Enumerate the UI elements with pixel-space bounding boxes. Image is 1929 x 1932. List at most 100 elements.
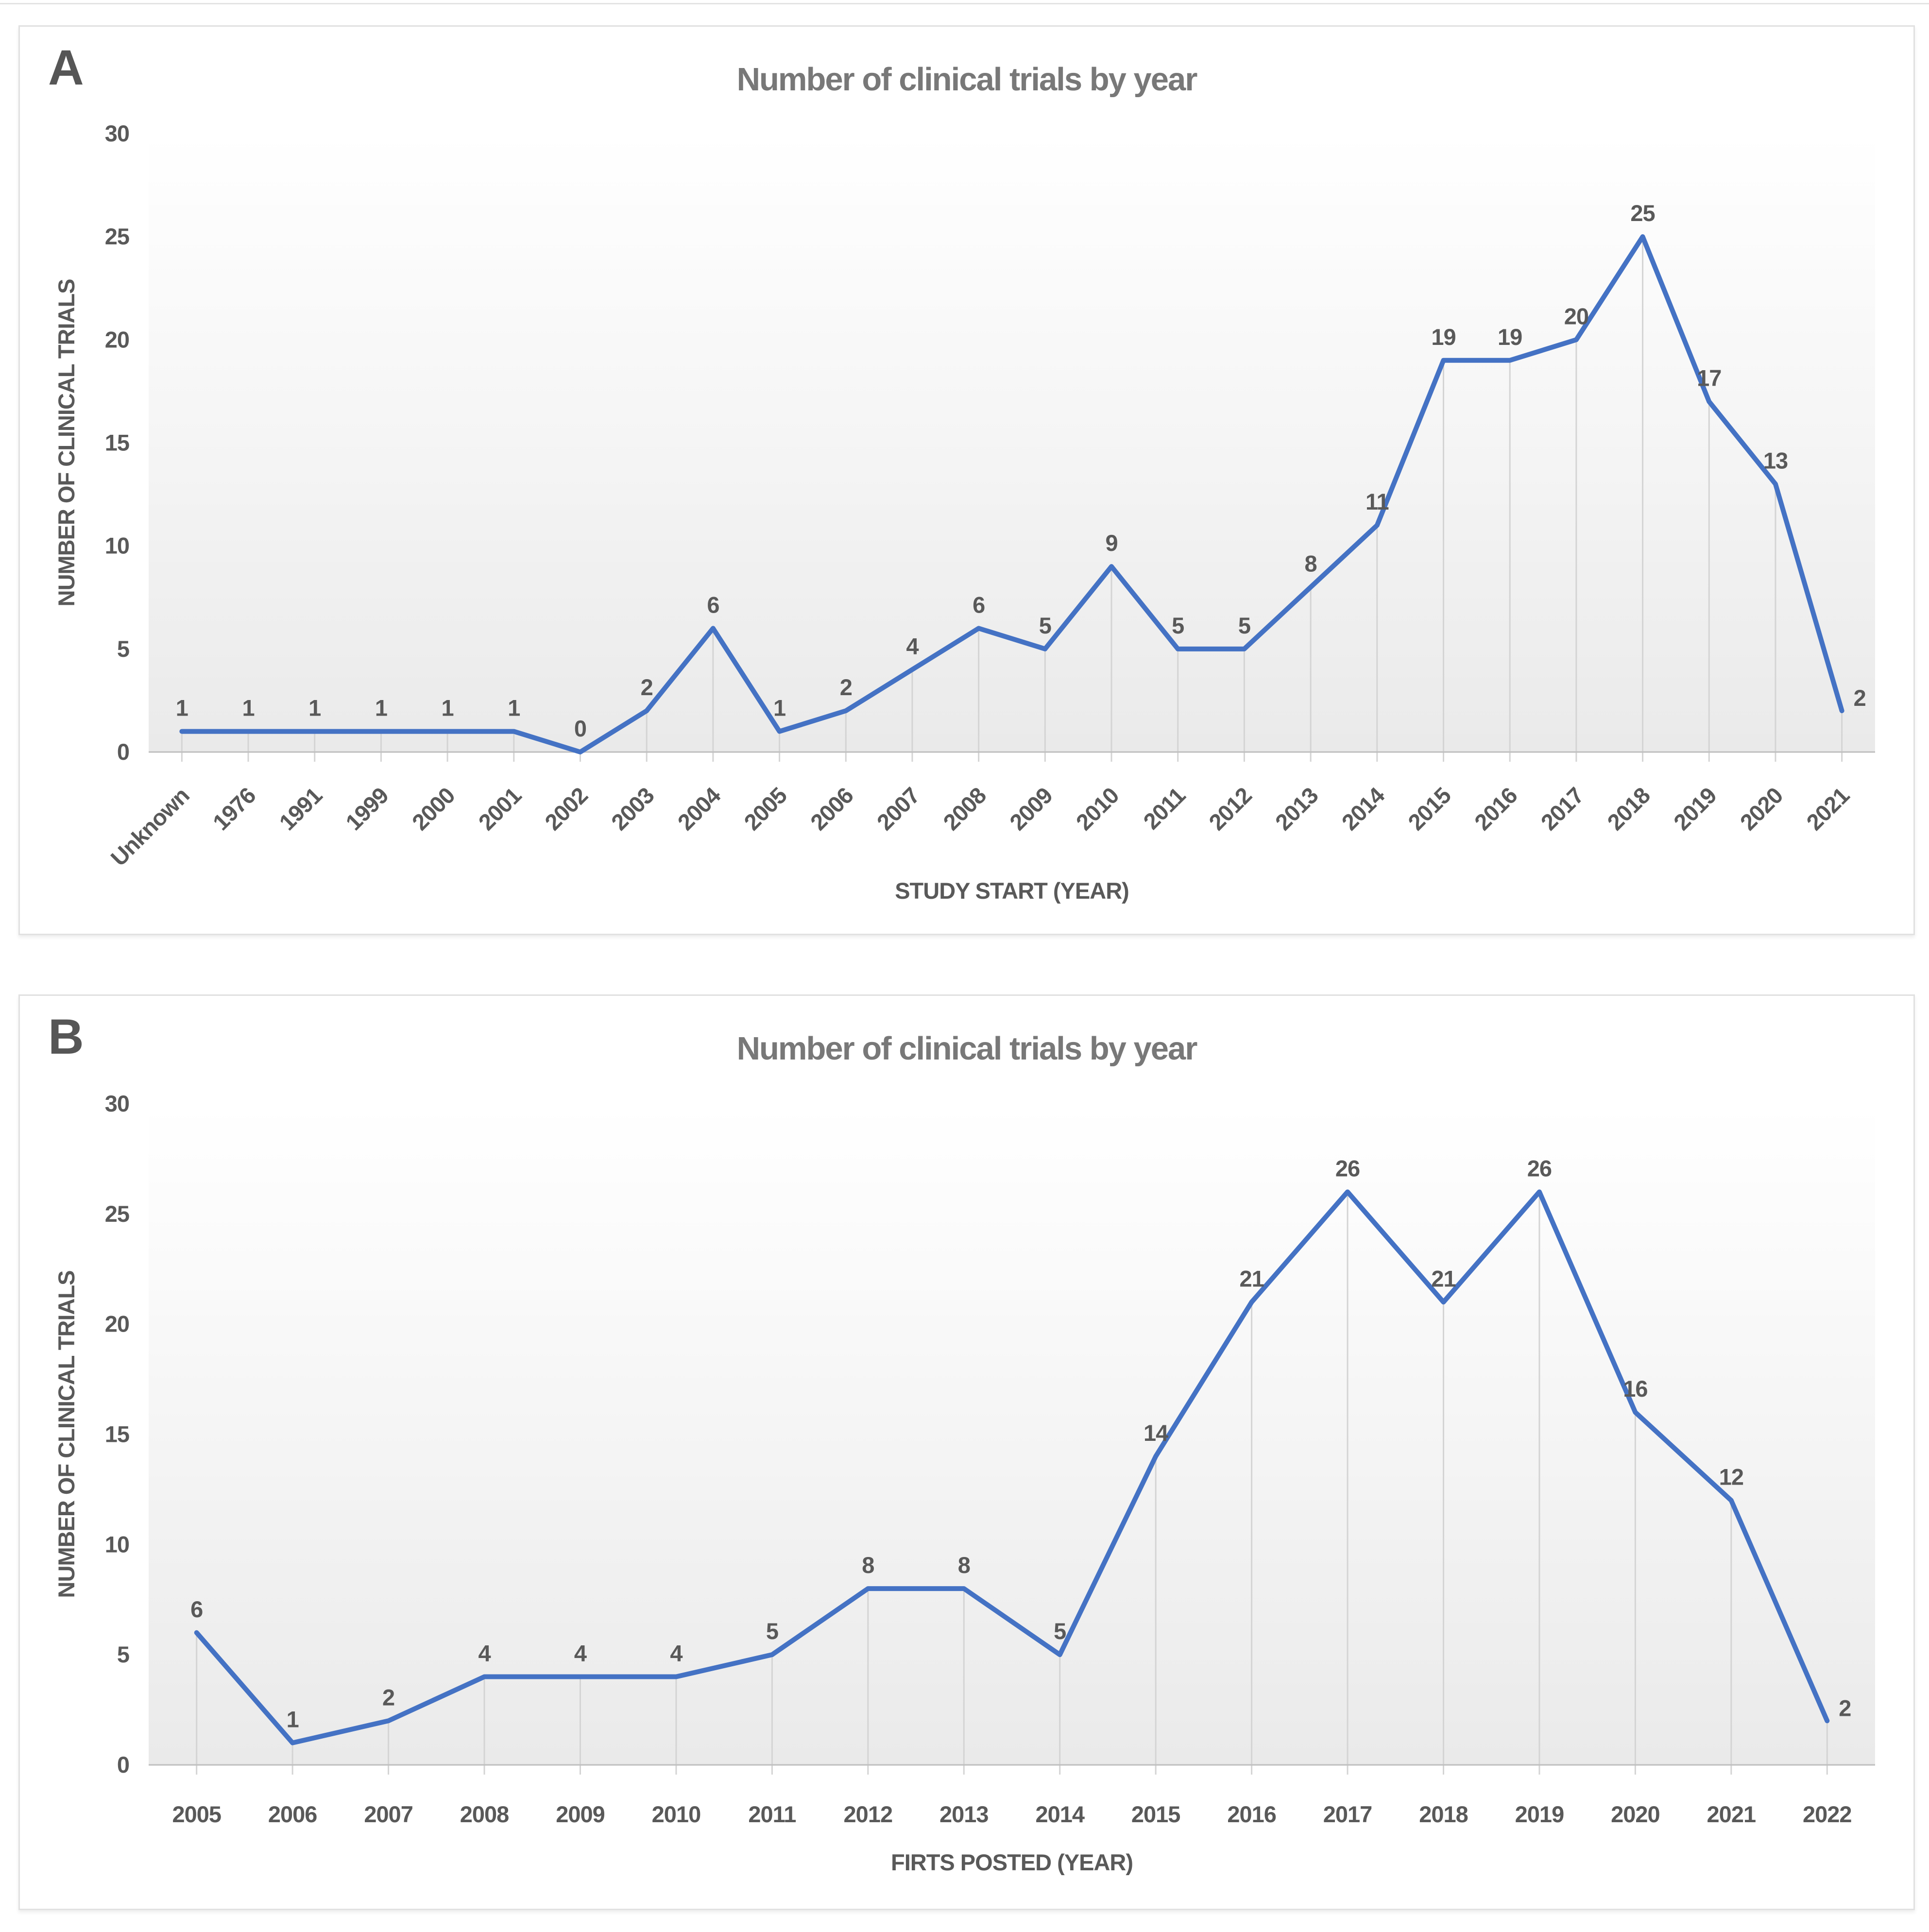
data-label: 20 bbox=[1564, 303, 1588, 329]
data-label: 6 bbox=[190, 1596, 203, 1622]
data-label: 5 bbox=[1238, 613, 1250, 638]
x-tick-label: 2020 bbox=[1735, 783, 1788, 836]
x-tick-label: 2017 bbox=[1536, 783, 1588, 836]
x-tick-label: 2007 bbox=[871, 783, 924, 836]
x-tick-label: 2009 bbox=[1005, 783, 1058, 836]
y-tick-label: 5 bbox=[117, 1641, 129, 1667]
series-line bbox=[194, 1189, 1830, 1745]
x-tick-label: 2001 bbox=[473, 783, 526, 836]
panel-b: 6 1 2 4 4 4 5 8 8 5 14 21 26 21 26 16 12 2 0 5 10 15 20 25 30 200… bbox=[18, 994, 1915, 1910]
x-tick-label: 2000 bbox=[407, 783, 460, 836]
x-tick-label: 2008 bbox=[938, 783, 991, 836]
data-label: 5 bbox=[1054, 1618, 1066, 1644]
y-tick-label: 0 bbox=[117, 739, 129, 765]
figure-top-rule bbox=[0, 3, 1929, 4]
data-label: 6 bbox=[707, 592, 719, 617]
data-label: 0 bbox=[574, 716, 586, 741]
data-label: 1 bbox=[375, 695, 387, 721]
data-label: 21 bbox=[1431, 1265, 1455, 1291]
x-tick-label: Unknown bbox=[105, 783, 194, 871]
y-tick-label: 15 bbox=[105, 1421, 129, 1447]
x-tick-label: 2015 bbox=[1131, 1801, 1180, 1827]
x-tick-label: 2021 bbox=[1801, 783, 1854, 836]
y-tick-label: 5 bbox=[117, 636, 129, 662]
data-label: 1 bbox=[442, 695, 454, 721]
data-label: 8 bbox=[862, 1552, 874, 1578]
data-label: 1 bbox=[508, 695, 520, 721]
panel-a: 1 1 1 1 1 1 0 2 6 1 2 4 6 5 9 5 5 8 11 19 19 20 25 17 13 2 0 5 10 15 2… bbox=[18, 25, 1915, 935]
x-tick-label: 2011 bbox=[748, 1801, 796, 1827]
y-tick-label: 20 bbox=[105, 326, 129, 352]
x-tick-label: 2018 bbox=[1419, 1801, 1468, 1827]
x-tick-label: 2003 bbox=[606, 783, 659, 836]
data-label: 12 bbox=[1719, 1464, 1743, 1490]
data-label: 4 bbox=[574, 1641, 587, 1666]
data-label: 8 bbox=[958, 1552, 970, 1578]
x-tick-label: 2015 bbox=[1403, 783, 1456, 836]
data-label: 2 bbox=[1854, 685, 1866, 711]
x-tick-label: 2013 bbox=[1270, 783, 1323, 836]
y-tick-label: 10 bbox=[105, 1531, 129, 1557]
data-label: 5 bbox=[766, 1618, 778, 1644]
x-tick-label: 2018 bbox=[1602, 783, 1655, 836]
x-tick-label: 2005 bbox=[739, 783, 792, 836]
data-label: 2 bbox=[840, 674, 852, 700]
x-tick-label: 2014 bbox=[1336, 782, 1389, 835]
data-label: 11 bbox=[1366, 489, 1389, 514]
data-label: 13 bbox=[1763, 447, 1788, 473]
x-tick-label: 2010 bbox=[652, 1801, 701, 1827]
data-label: 14 bbox=[1144, 1420, 1168, 1446]
x-axis-title: STUDY START (YEAR) bbox=[895, 878, 1129, 904]
data-label: 9 bbox=[1105, 530, 1117, 556]
x-tick-label: 1999 bbox=[341, 783, 393, 836]
data-label: 19 bbox=[1431, 324, 1455, 350]
y-axis-title: NUMBER OF CLINICAL TRIALS bbox=[53, 1271, 79, 1598]
y-tick-label: 20 bbox=[105, 1311, 129, 1337]
x-tick-label: 2012 bbox=[1204, 783, 1257, 836]
data-label: 8 bbox=[1305, 551, 1317, 577]
x-tick-label: 2008 bbox=[460, 1801, 509, 1827]
y-tick-label: 15 bbox=[105, 430, 129, 456]
x-tick-label: 1976 bbox=[208, 783, 261, 836]
x-tick-label: 2006 bbox=[805, 783, 858, 836]
x-tick-label: 2021 bbox=[1707, 1801, 1756, 1827]
x-tick-label: 2005 bbox=[172, 1801, 221, 1827]
x-tick-label: 2012 bbox=[844, 1801, 893, 1827]
x-tick-label: 2016 bbox=[1469, 783, 1522, 836]
data-label: 1 bbox=[308, 695, 321, 721]
plot-area bbox=[149, 134, 1875, 752]
data-label: 26 bbox=[1527, 1155, 1552, 1181]
x-tick-label: 2013 bbox=[939, 1801, 989, 1827]
y-tick-label: 0 bbox=[117, 1752, 129, 1778]
plot-area bbox=[149, 1104, 1875, 1765]
y-axis-title: NUMBER OF CLINICAL TRIALS bbox=[53, 279, 79, 607]
y-tick-label: 30 bbox=[105, 1091, 129, 1116]
x-tick-label: 1991 bbox=[274, 783, 327, 836]
x-tick-label: 2014 bbox=[1035, 1801, 1084, 1827]
x-tick-label: 2002 bbox=[540, 783, 593, 836]
x-tick-label: 2017 bbox=[1323, 1801, 1372, 1827]
x-tick-label: 2022 bbox=[1803, 1801, 1852, 1827]
x-tick-label: 2016 bbox=[1227, 1801, 1276, 1827]
x-tick-label: 2007 bbox=[364, 1801, 413, 1827]
data-label: 19 bbox=[1498, 324, 1522, 350]
data-label: 6 bbox=[973, 592, 985, 617]
data-label: 4 bbox=[670, 1641, 683, 1666]
data-label: 25 bbox=[1630, 200, 1655, 226]
data-label: 1 bbox=[773, 695, 785, 721]
data-label: 5 bbox=[1039, 613, 1051, 638]
data-label: 16 bbox=[1623, 1376, 1647, 1402]
data-label: 1 bbox=[242, 695, 254, 721]
data-label: 4 bbox=[478, 1641, 491, 1666]
data-label: 21 bbox=[1239, 1265, 1263, 1291]
data-label: 26 bbox=[1335, 1155, 1360, 1181]
panel-a-letter: A bbox=[48, 40, 84, 95]
chart-b-title: Number of clinical trials by year bbox=[736, 1030, 1198, 1067]
data-label: 2 bbox=[641, 674, 653, 700]
data-label: 1 bbox=[287, 1707, 299, 1732]
data-label: 2 bbox=[1839, 1695, 1851, 1721]
y-tick-label: 25 bbox=[105, 223, 129, 249]
data-label: 17 bbox=[1697, 365, 1721, 391]
